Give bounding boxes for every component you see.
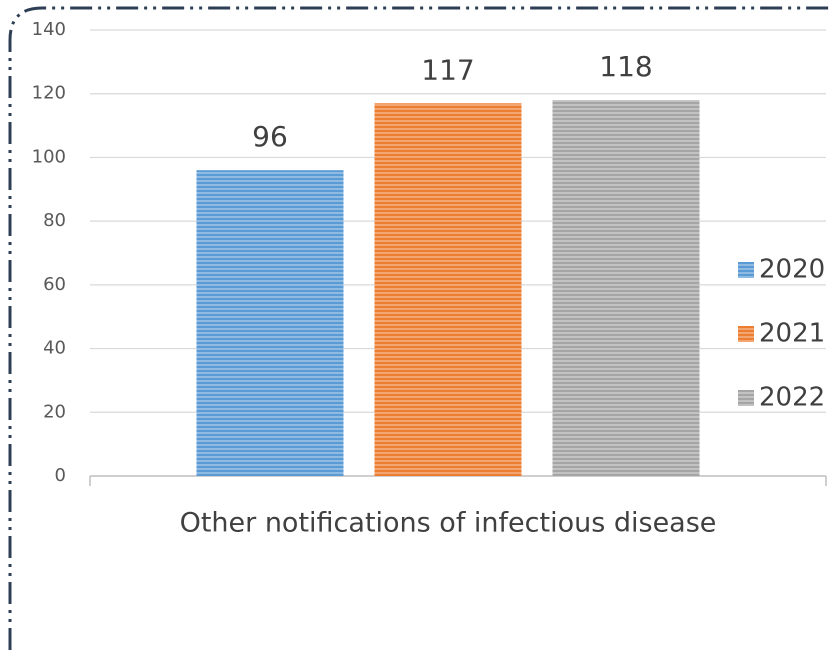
frame-border	[8, 6, 830, 650]
y-tick-label: 120	[32, 83, 66, 104]
y-tick-label: 100	[32, 146, 66, 167]
legend-swatch-texture	[738, 262, 754, 278]
legend-swatch-texture	[738, 326, 754, 342]
y-tick-label: 60	[43, 274, 66, 295]
legend-label: 2021	[759, 319, 825, 349]
legend-label: 2022	[759, 383, 825, 413]
data-label: 117	[421, 53, 474, 86]
y-tick-label: 40	[43, 338, 66, 359]
bar-texture	[552, 100, 700, 476]
legend-swatch-texture	[738, 390, 754, 406]
data-label: 96	[252, 120, 288, 153]
data-label: 118	[599, 50, 652, 83]
bar-texture	[196, 170, 344, 476]
bar-texture	[374, 103, 522, 477]
y-tick-label: 80	[43, 210, 66, 231]
y-tick-label: 140	[32, 19, 66, 40]
y-tick-label: 20	[43, 401, 66, 422]
legend-label: 2020	[759, 255, 825, 285]
y-tick-label: 0	[55, 465, 66, 486]
x-tick-label: Other notifications of infectious diseas…	[180, 508, 717, 539]
